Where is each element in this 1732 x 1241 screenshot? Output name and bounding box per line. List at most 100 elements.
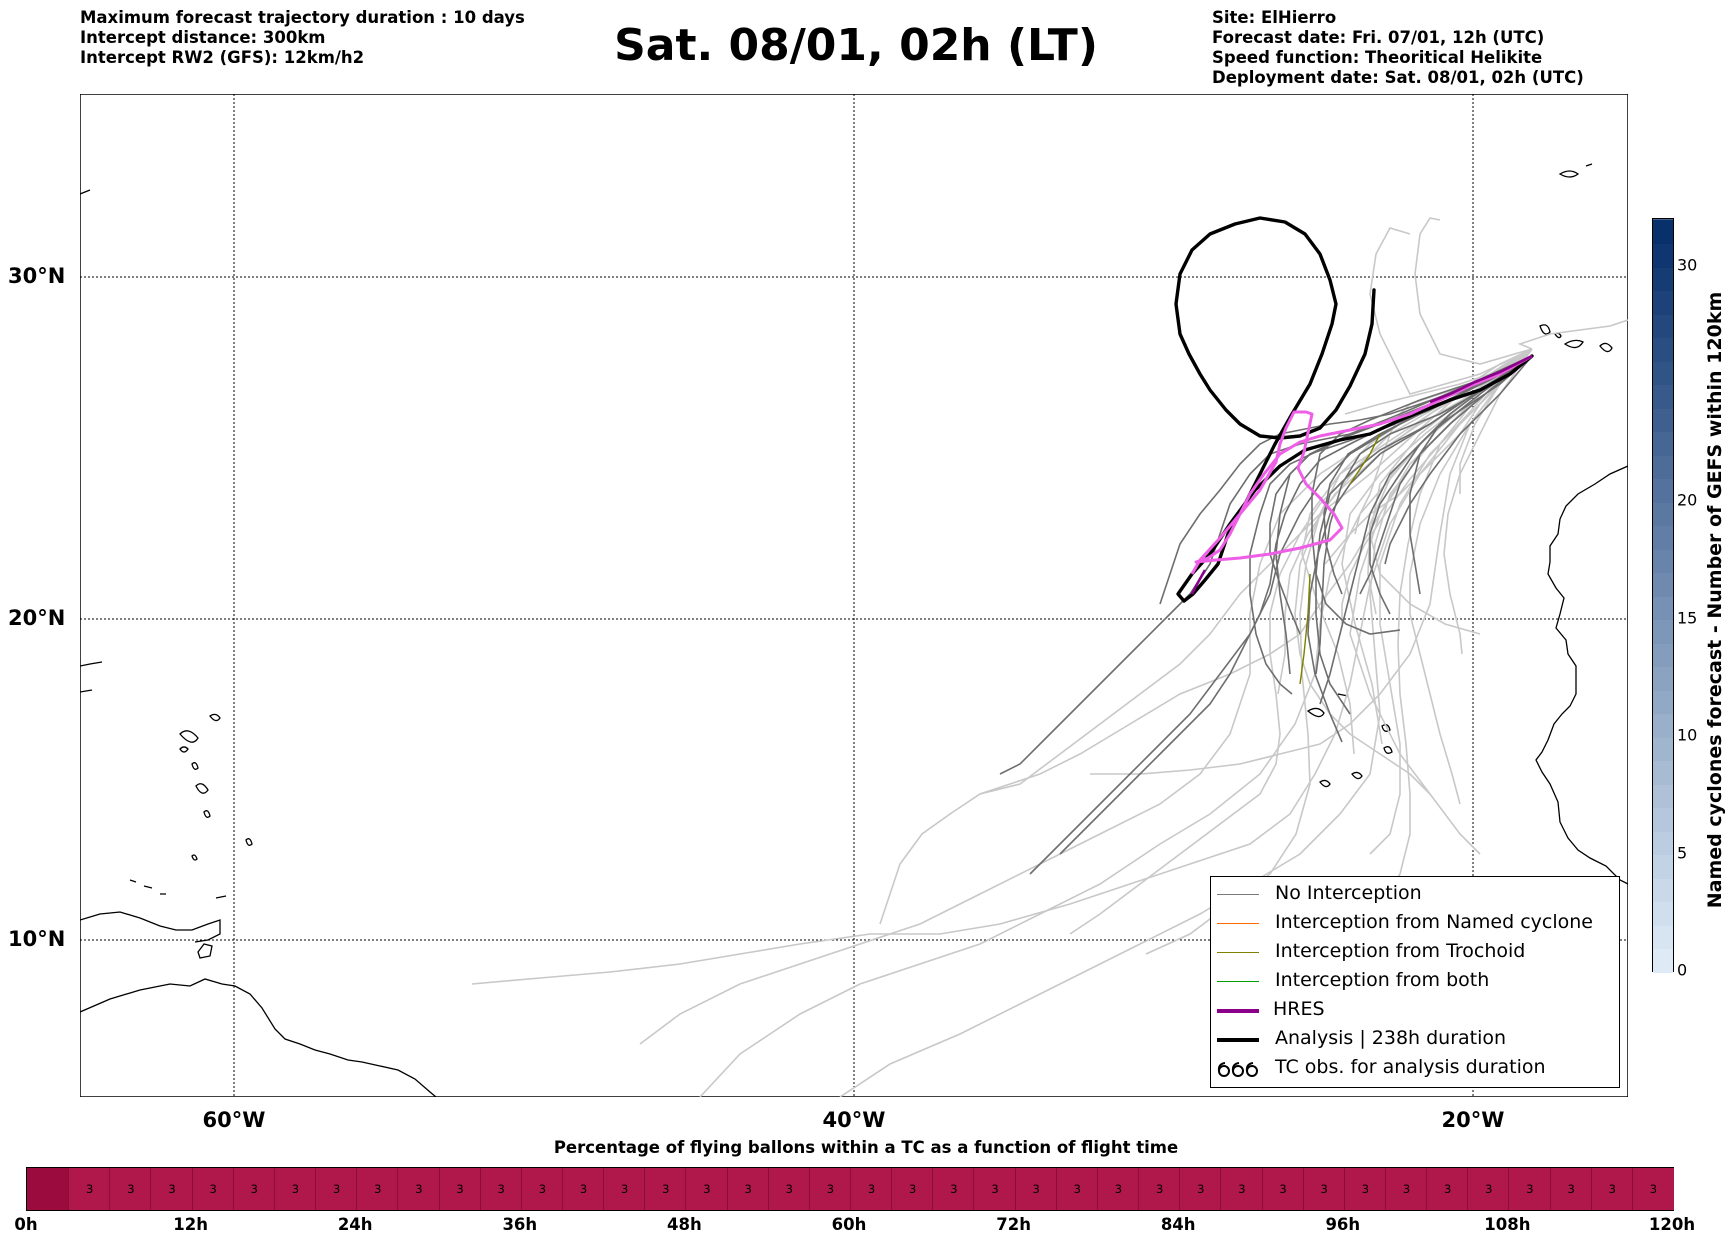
colorbar-step [1653,689,1673,714]
island-2 [179,746,189,753]
colorbar-tick-label: 0 [1677,960,1688,980]
timeline-cell: 3 [603,1168,646,1210]
colorbar-step [1653,454,1673,479]
param-line: Maximum forecast trajectory duration : 1… [80,8,525,27]
timeline-tick-label: 48h [667,1215,702,1234]
legend-item-tc-obs: TC obs. for analysis duration [1211,1055,1619,1083]
map-title: Sat. 08/01, 02h (LT) [614,20,1098,71]
colorbar-step [1653,900,1673,926]
timeline-cell: 3 [932,1168,975,1210]
colorbar-step [1653,571,1673,597]
timeline-cell: 3 [1055,1168,1098,1210]
colorbar-step [1653,712,1673,738]
timeline-cell: 3 [1261,1168,1304,1210]
island-1 [209,713,221,722]
purple-line-icon [1217,1009,1259,1013]
timeline-cell: 3 [520,1168,563,1210]
gray-line-icon [1217,894,1259,895]
colorbar-step [1653,924,1673,949]
legend-item-hres: HRES [1211,997,1619,1025]
west-indies-2 [80,689,93,693]
param-line: Intercept RW2 (GFS): 12km/h2 [80,48,365,67]
timeline-tick-label: 12h [173,1215,208,1234]
lon-label-60w: 60°W [202,1108,266,1132]
timeline-cell: 3 [1508,1168,1551,1210]
trinidad [197,943,213,959]
timeline-cell: 3 [767,1168,810,1210]
timeline-cell: 3 [438,1168,481,1210]
site-line: Forecast date: Fri. 07/01, 12h (UTC) [1212,28,1545,47]
timeline-cell: 3 [1467,1168,1510,1210]
timeline-cell: 3 [973,1168,1016,1210]
south-america-coast [80,978,437,1097]
timeline-cell: 3 [479,1168,522,1210]
colorbar-step [1653,853,1673,879]
colorbar-tick-label: 15 [1677,608,1698,627]
timeline-cell: 3 [1631,1168,1674,1210]
timeline-tick-label: 96h [1325,1215,1361,1234]
cape-verde-5 [1319,779,1331,788]
timeline-tick-label: 72h [996,1215,1031,1234]
coast-top-left [80,189,91,195]
green-line-icon [1217,981,1259,982]
site-line: Deployment date: Sat. 08/01, 02h (UTC) [1212,68,1584,87]
colorbar-step [1653,783,1673,808]
colorbar-step [1653,736,1673,761]
st-lucia [203,810,211,818]
colorbar-step [1653,618,1673,644]
canary-1 [1539,324,1551,335]
timeline-tick-label: 24h [337,1215,373,1234]
hres-track [1190,354,1533,575]
colorbar-step [1653,806,1673,832]
olive-line-icon [1217,952,1259,953]
site-line: Site: ElHierro [1212,8,1337,27]
timeline-cell: 3 [1590,1168,1633,1210]
tobago [215,895,227,899]
guadeloupe [179,730,199,743]
legend-item-both: Interception from both [1211,968,1619,996]
hres-track-dark [1190,354,1533,595]
site-line: Speed function: Theoritical Helikite [1212,48,1543,67]
madeira [1558,170,1580,178]
timeline-tick-label: 36h [502,1215,538,1234]
timeline-cell: 3 [850,1168,893,1210]
trochoid-interceptions [1299,433,1381,685]
colorbar-step [1653,642,1673,667]
colorbar-step [1653,830,1673,855]
colorbar-step [1653,759,1673,785]
timeline-cell: 3 [1138,1168,1181,1210]
timeline-cell: 3 [273,1168,317,1210]
legend-label: HRES [1273,998,1325,1020]
lat-label-30n: 30°N [8,264,66,288]
colorbar-label: Named cyclones forecast - Number of GEFS… [1704,291,1726,909]
timeline-cell: 3 [808,1168,851,1210]
lon-label-40w: 40°W [822,1108,886,1132]
colorbar-step [1653,383,1673,409]
colorbar-step [1653,266,1673,291]
timeline-cell: 3 [356,1168,399,1210]
timeline-cell: 3 [1302,1168,1345,1210]
timeline-cell [27,1168,69,1210]
lon-label-20w: 20°W [1441,1108,1505,1132]
colorbar-step [1653,477,1673,503]
lat-label-20n: 20°N [8,606,66,630]
timeline-cell: 3 [1179,1168,1222,1210]
timeline-cell: 3 [150,1168,193,1210]
colorbar-step [1653,595,1673,620]
timeline-cell: 3 [1014,1168,1057,1210]
timeline-cell: 3 [109,1168,152,1210]
colorbar-step [1653,947,1673,973]
forecast-parameters: Maximum forecast trajectory duration : 1… [80,8,525,68]
colorbar-step [1653,430,1673,456]
orange-line-icon [1217,923,1259,924]
colorbar-step [1653,360,1673,385]
timeline-cell: 3 [191,1168,234,1210]
legend-label: Interception from both [1275,969,1490,991]
canary-2 [1563,339,1584,349]
venezuela-coast [80,911,221,943]
timeline-tick-label: 0h [14,1215,38,1234]
colorbar-step [1653,524,1673,550]
colorbar-tick-label: 30 [1677,255,1698,275]
timeline-cell: 3 [644,1168,687,1210]
